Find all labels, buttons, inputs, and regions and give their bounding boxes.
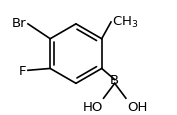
Text: HO: HO [82, 100, 103, 113]
Text: Br: Br [12, 17, 26, 30]
Text: OH: OH [127, 100, 147, 113]
Text: F: F [19, 64, 26, 77]
Text: CH$_3$: CH$_3$ [112, 14, 138, 29]
Text: B: B [110, 73, 119, 86]
